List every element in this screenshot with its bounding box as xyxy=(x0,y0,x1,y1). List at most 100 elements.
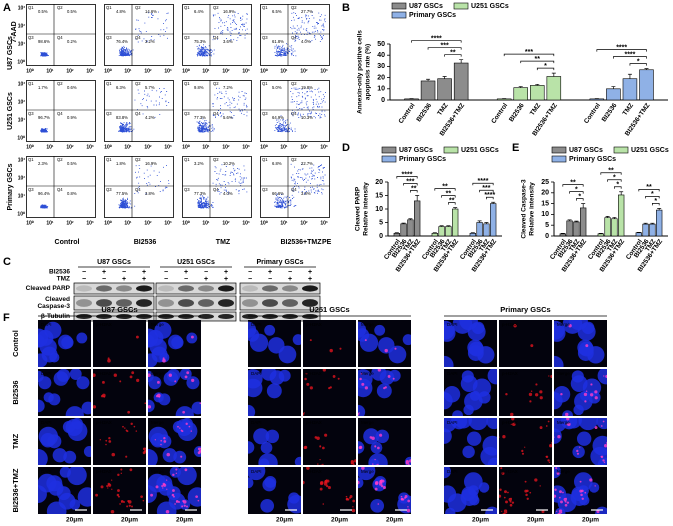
foci xyxy=(556,471,560,475)
nucleus xyxy=(158,393,171,406)
x-tick-label: 10⁰ xyxy=(104,68,112,74)
quadrant-label: Q1 xyxy=(28,5,34,10)
bar xyxy=(476,222,483,237)
quadrant-percent: 0.6% xyxy=(67,85,77,90)
foci xyxy=(545,455,549,459)
significance-bracket xyxy=(607,179,622,182)
scale-bar-label: 20μm xyxy=(176,517,193,524)
micrograph: DAPI xyxy=(248,369,301,416)
nucleus xyxy=(175,418,193,437)
quadrant-percent: 75.3% xyxy=(194,39,206,44)
foci xyxy=(161,484,164,488)
foci xyxy=(564,503,568,507)
stain-label: DAPI xyxy=(41,322,52,327)
foci xyxy=(168,373,172,377)
quadrant-percent: 4.0% xyxy=(223,191,233,196)
x-tick-label: 10⁰ xyxy=(26,220,34,226)
y-tick-label: 10 xyxy=(375,206,383,213)
foci xyxy=(600,455,604,459)
quadrant-label: Q1 xyxy=(106,81,112,86)
foci xyxy=(535,383,538,386)
micrograph: DAPI xyxy=(248,320,301,367)
plot-frame xyxy=(104,156,174,218)
foci xyxy=(374,445,377,448)
foci xyxy=(185,422,188,426)
blot-band xyxy=(198,313,214,320)
micrograph: p-H2AX xyxy=(499,369,552,416)
blot-band xyxy=(136,285,152,292)
legend-label: U87 GSCs xyxy=(399,147,433,154)
significance-label: ** xyxy=(450,50,456,57)
micrograph-background xyxy=(499,320,552,367)
error-bar xyxy=(518,86,523,88)
stain-label: p-H2AX xyxy=(502,420,518,425)
bar xyxy=(635,232,642,237)
quadrant-label: Q4 xyxy=(135,111,141,116)
micrograph: p-H2AX xyxy=(303,467,356,514)
micrograph: p-H2AX xyxy=(499,418,552,465)
error-bar xyxy=(581,203,586,208)
significance-bracket xyxy=(576,198,584,201)
significance-bracket xyxy=(434,188,456,191)
micrograph: DAPI xyxy=(444,369,497,416)
stain-label: p-H2AX xyxy=(96,322,112,327)
quadrant-label: Q1 xyxy=(106,157,112,162)
foci xyxy=(162,487,164,489)
x-tick-label: 10³ xyxy=(320,220,328,226)
sign: + xyxy=(142,276,146,283)
foci xyxy=(184,468,188,472)
foci xyxy=(509,503,513,507)
foci xyxy=(524,446,526,448)
stain-label: p-H2AX xyxy=(502,469,518,474)
flow-plot: Q1 6.8% Q2 22.7% Q3 66.6% Q4 3.8% xyxy=(260,156,330,218)
sign: + xyxy=(308,276,312,283)
foci xyxy=(539,396,543,400)
foci xyxy=(387,375,391,378)
foci xyxy=(120,468,123,471)
error-bar xyxy=(484,222,489,224)
micrograph: p-H2AX xyxy=(303,418,356,465)
significance-label: **** xyxy=(402,171,413,178)
micrograph: p-H2AX xyxy=(93,320,146,367)
foci xyxy=(371,436,375,441)
nucleus xyxy=(487,369,497,385)
foci xyxy=(513,324,517,328)
nucleus xyxy=(266,383,282,399)
blot-band xyxy=(116,313,132,320)
legend-swatch xyxy=(613,146,629,154)
error-bar xyxy=(459,59,464,64)
nucleus xyxy=(187,487,201,507)
quadrant-percent: 96.7% xyxy=(38,115,50,120)
foci xyxy=(549,444,552,448)
nucleus xyxy=(76,376,90,390)
stain-label: p-H2AX xyxy=(306,322,322,327)
foci xyxy=(309,339,312,342)
y-tick-label: 10⁰ xyxy=(17,211,25,217)
scatter-dots xyxy=(40,52,49,57)
quadrant-label: Q3 xyxy=(184,111,190,116)
nucleus xyxy=(450,418,468,430)
bar xyxy=(580,207,587,237)
foci xyxy=(162,482,166,486)
nucleus xyxy=(38,399,45,413)
foci xyxy=(358,480,360,485)
foci xyxy=(358,412,360,414)
foci xyxy=(360,372,363,375)
foci xyxy=(359,377,362,381)
error-bar xyxy=(619,191,624,195)
blot-band xyxy=(178,299,194,307)
foci xyxy=(350,462,353,465)
foci xyxy=(186,371,190,375)
significance-bracket xyxy=(614,186,622,189)
nucleus xyxy=(265,429,280,444)
sign: + xyxy=(288,276,292,283)
error-bar xyxy=(644,68,649,70)
micrograph: Merge xyxy=(554,320,607,367)
foci xyxy=(107,487,109,489)
error-bar xyxy=(453,207,458,209)
quadrant-label: Q4 xyxy=(135,35,141,40)
stain-label: DAPI xyxy=(41,420,52,425)
quadrant-percent: 6.4% xyxy=(194,9,204,14)
foci xyxy=(510,412,514,416)
y-tick-label: 10 xyxy=(541,211,549,218)
